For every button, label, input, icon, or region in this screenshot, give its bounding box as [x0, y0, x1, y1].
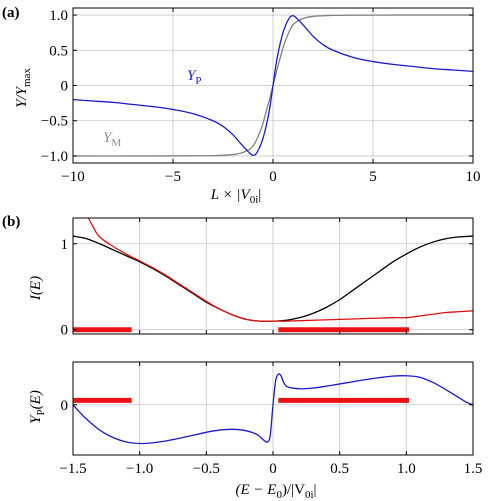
series-line-0	[73, 15, 473, 156]
panel-a-xlabel: L × |V0i|	[210, 187, 262, 206]
panel-c-ticks: −1.5 −1.0 −0.5 0 0.5 1.0 1.5 0	[59, 362, 482, 477]
x-tick-label: −5	[165, 169, 181, 185]
x-tick-label: 1.0	[397, 461, 416, 477]
x-tick-label: −0.5	[193, 461, 220, 477]
panel-b: (b) 01 I(E)	[2, 214, 474, 339]
series-line-1	[87, 218, 473, 322]
y-tick-label: 0	[61, 323, 69, 339]
x-tick-label: −1.5	[59, 461, 86, 477]
x-tick-label: 5	[369, 169, 377, 185]
series-label-ym: YM	[103, 130, 121, 149]
panel-a-ticks: −10 −5 0 5 10 −1.0 −0.5 0 0.5 1.0	[41, 8, 481, 185]
plot-area	[73, 14, 473, 157]
panel-c-xlabel: (E − E0)/|V0i|	[235, 482, 316, 501]
y-tick-label: 1.0	[49, 8, 68, 24]
plot-area	[73, 373, 473, 445]
x-tick-label: 0.5	[330, 461, 349, 477]
y-tick-label: 0	[61, 398, 69, 414]
panel-a-ylabel: Y/Ymax	[14, 68, 33, 108]
y-tick-label: 1	[61, 237, 69, 253]
x-tick-label: 0	[269, 461, 277, 477]
panel-label-b: (b)	[2, 214, 20, 230]
x-tick-label: −1.0	[126, 461, 153, 477]
series-line-0	[73, 373, 473, 445]
panel-b-series	[73, 218, 473, 333]
x-tick-label: 1.5	[464, 461, 483, 477]
panel-a: (a) −10 −5 0 5 10 −1.0 −0.5 0 0.5 1.0 YP YM L × |…	[2, 5, 481, 206]
x-tick-label: 0	[269, 169, 277, 185]
panel-b-ticks: 01	[61, 218, 474, 339]
panel-c-series	[73, 373, 473, 445]
panel-c: −1.5 −1.0 −0.5 0 0.5 1.0 1.5 0 (E − E0)/|V0i| Y…	[28, 361, 482, 501]
x-tick-label: 10	[466, 169, 481, 185]
panel-b-ylabel: I(E)	[28, 276, 44, 301]
y-tick-label: 0.5	[49, 43, 68, 59]
y-tick-label: 0	[61, 79, 69, 95]
x-tick-label: −10	[61, 169, 84, 185]
panel-a-series	[73, 14, 473, 157]
y-tick-label: −1.0	[41, 149, 68, 165]
panel-c-ylabel: YP(E)	[28, 390, 47, 424]
panel-label-a: (a)	[2, 5, 20, 21]
series-label-yp: YP	[187, 68, 201, 87]
plot-area	[73, 218, 473, 333]
y-tick-label: −0.5	[41, 114, 68, 130]
